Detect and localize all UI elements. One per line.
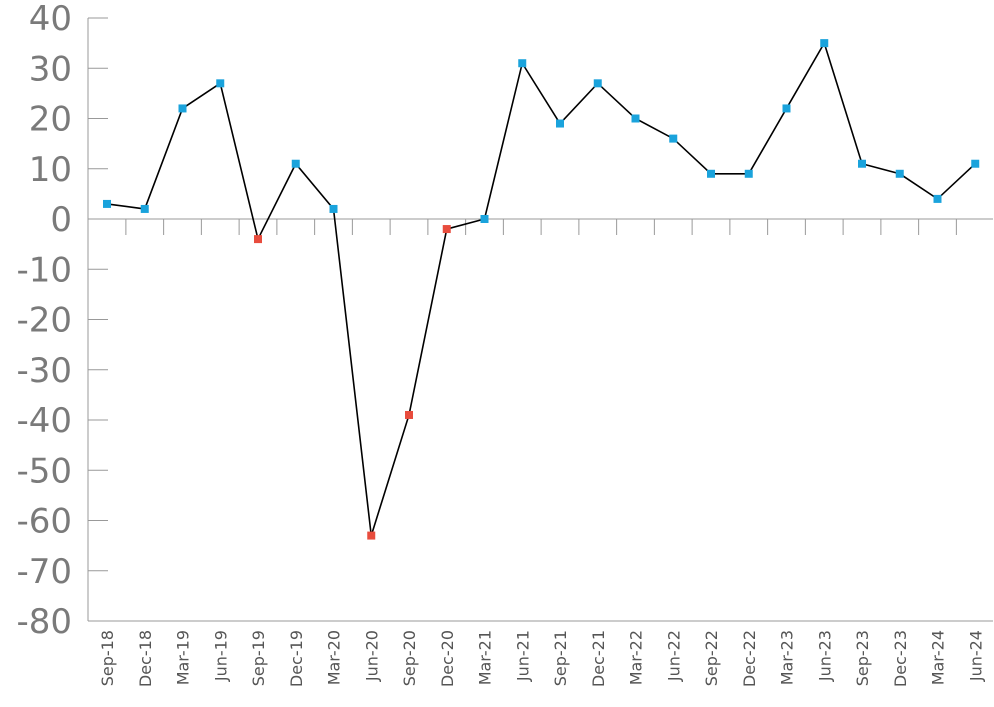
data-point xyxy=(631,114,640,123)
x-tick-label: Mar-19 xyxy=(174,630,193,685)
x-axis: Sep-18 Dec-18 Mar-19 Jun-19 Sep-19 Dec-19 Mar-… xyxy=(88,218,993,687)
data-point xyxy=(820,39,829,48)
x-tick-label: Jun-22 xyxy=(664,630,683,682)
x-tick-label: Jun-20 xyxy=(362,630,381,682)
data-point xyxy=(669,134,678,143)
x-tick-label: Mar-21 xyxy=(476,630,495,685)
data-point xyxy=(933,194,942,203)
y-tick-label: 0 xyxy=(50,200,72,240)
series-line xyxy=(106,41,976,536)
x-tick-label: Dec-20 xyxy=(438,630,457,687)
y-tick-label: -30 xyxy=(16,351,72,391)
y-tick-label: -20 xyxy=(16,301,72,341)
data-point xyxy=(707,169,715,178)
x-tick-label: Sep-21 xyxy=(551,630,570,686)
data-point xyxy=(254,235,262,244)
x-tick-label: Dec-18 xyxy=(136,630,155,687)
series xyxy=(103,39,980,540)
x-tick-label: Jun-21 xyxy=(513,630,532,682)
data-point xyxy=(744,169,753,178)
y-tick-label: 20 xyxy=(29,100,72,140)
data-point xyxy=(140,204,149,213)
x-tick-label: Mar-20 xyxy=(325,630,344,685)
x-tick-label: Sep-19 xyxy=(249,630,268,686)
data-point xyxy=(556,119,564,128)
data-point xyxy=(329,204,338,213)
data-point xyxy=(216,79,225,88)
data-point xyxy=(518,59,527,68)
y-tick-label: -70 xyxy=(16,552,72,592)
x-tick-label: Sep-22 xyxy=(702,630,721,686)
data-point xyxy=(782,104,791,113)
x-tick-label: Dec-21 xyxy=(589,630,608,687)
data-point xyxy=(593,79,602,88)
y-tick-label: 30 xyxy=(29,49,72,89)
x-tick-label: Mar-23 xyxy=(778,630,797,685)
x-tick-label: Dec-19 xyxy=(287,630,306,687)
y-tick-label: -80 xyxy=(16,602,72,642)
data-point xyxy=(103,199,111,208)
data-point xyxy=(858,159,866,168)
y-tick-label: 10 xyxy=(29,150,72,190)
y-tick-label: -10 xyxy=(16,250,72,290)
data-point xyxy=(895,169,904,178)
x-tick-label: Sep-20 xyxy=(400,630,419,686)
y-axis: 40 30 20 10 0 -10 -20 -30 -40 -50 -60 -70 -80 xyxy=(16,0,108,642)
y-tick-label: -60 xyxy=(16,502,72,542)
x-tick-label: Sep-18 xyxy=(98,630,117,686)
x-tick-label: Mar-24 xyxy=(929,630,948,685)
x-tick-label: Dec-23 xyxy=(891,630,910,687)
data-point xyxy=(405,410,413,419)
data-point xyxy=(442,225,451,234)
data-point xyxy=(971,159,980,168)
x-tick-label: Jun-19 xyxy=(211,630,230,682)
x-tick-label: Dec-22 xyxy=(740,630,759,687)
data-point xyxy=(367,531,376,540)
y-tick-label: -40 xyxy=(16,401,72,441)
x-tick-label: Mar-22 xyxy=(627,630,646,685)
x-tick-label: Sep-23 xyxy=(853,630,872,686)
y-tick-label: 40 xyxy=(29,0,72,39)
x-tick-label: Jun-23 xyxy=(815,630,834,682)
data-point xyxy=(480,215,489,223)
y-tick-label: -50 xyxy=(16,451,72,491)
x-tick-label: Jun-24 xyxy=(966,630,985,682)
data-point xyxy=(291,159,300,168)
data-point xyxy=(178,104,187,113)
